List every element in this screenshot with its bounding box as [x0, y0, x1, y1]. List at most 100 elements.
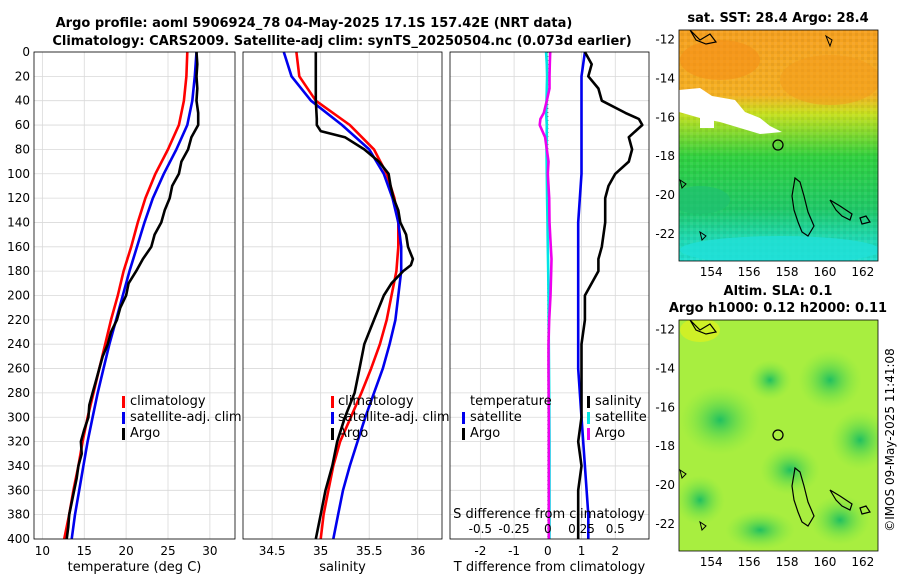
difference-legend: temperature satellite Argo salinity sate… [462, 394, 647, 441]
x-tick-label: 2 [611, 544, 619, 558]
legend-title-temperature: temperature [470, 394, 552, 409]
series-line-t-argo [576, 51, 644, 539]
legend-label-s-argo: Argo [595, 426, 625, 441]
map-lon-tick-label: 156 [738, 555, 761, 569]
legend-swatch-t-satellite [462, 412, 465, 424]
salinity-panel: 34.5 35 35.5 36 salinity [242, 51, 443, 575]
legend-label-argo: Argo [130, 426, 160, 441]
y-tick-label: 0 [22, 45, 30, 59]
x-tick-label: -1 [508, 544, 520, 558]
s-difference-tick-label: 0 [544, 522, 552, 536]
legend-swatch-climatology [122, 396, 125, 408]
y-tick-label: 360 [7, 483, 30, 497]
sla-map [679, 320, 878, 551]
x-tick-label: 25 [160, 544, 175, 558]
legend-swatch-argo [331, 428, 334, 440]
map-lon-tick-label: 160 [813, 265, 836, 279]
series-line-argo [65, 51, 200, 540]
map-lon-tick-label: 162 [851, 265, 874, 279]
sst-no-data-cloud [679, 88, 782, 134]
map-lon-tick-label: 162 [851, 555, 874, 569]
map-lat-tick-label: -12 [655, 323, 675, 337]
difference-panel: -2 -1 0 1 2 T difference from climatology [449, 51, 650, 575]
figure-title-line1: Argo profile: aoml 5906924_78 04-May-202… [56, 16, 573, 31]
series-line-argo [314, 52, 415, 540]
map-lat-tick-label: -18 [655, 439, 675, 453]
x-axis-label: T difference from climatology [453, 560, 646, 575]
legend-swatch-s-argo-top [587, 396, 590, 408]
coastline-icon [791, 176, 815, 237]
y-tick-label: 380 [7, 508, 30, 522]
s-difference-tick-label: 0.25 [568, 522, 595, 536]
series-line-s-argo [538, 51, 553, 539]
map-lat-tick-label: -16 [655, 400, 675, 414]
legend-swatch-argo [122, 428, 125, 440]
map-lat-tick-label: -12 [655, 33, 675, 47]
map-lat-tick-label: -18 [655, 149, 675, 163]
sst-map [679, 30, 878, 261]
y-tick-label: 400 [7, 532, 30, 546]
salinity-legend: climatology satellite-adj. clim Argo [331, 394, 450, 441]
plot-frame [33, 51, 236, 540]
legend-swatch-s-satellite [587, 412, 590, 424]
x-axis-label: temperature (deg C) [68, 560, 202, 575]
legend-label-satellite: satellite-adj. clim [338, 410, 450, 425]
temperature-legend: climatology satellite-adj. clim Argo [122, 394, 242, 441]
map-lat-tick-label: -22 [655, 227, 675, 241]
temperature-panel: 0 20 40 60 80 100 120 140 160 180 200 220 240 260 280 3… [7, 45, 236, 575]
sla-map-title-line1: Altim. SLA: 0.1 [724, 284, 833, 299]
map-tick-labels: 154 156 158 160 162 -12 -14 -16 -18 -20 -22 154 156 1… [655, 33, 874, 569]
x-tick-label: 10 [35, 544, 50, 558]
argo-location-marker [772, 429, 784, 441]
credit-text: ©IMOS 09-May-2025 11:41:08 [883, 348, 897, 532]
x-tick-label: 15 [77, 544, 92, 558]
s-difference-axis-label: S difference from climatology [453, 507, 645, 522]
sst-map-title: sat. SST: 28.4 Argo: 28.4 [687, 11, 868, 26]
series-line-satellite-adj-clim [70, 51, 198, 540]
x-tick-label: 34.5 [259, 544, 286, 558]
y-tick-label: 240 [7, 337, 30, 351]
map-lon-tick-label: 158 [776, 265, 799, 279]
y-tick-label: 200 [7, 289, 30, 303]
plot-frame [242, 51, 443, 540]
legend-label-argo: Argo [338, 426, 368, 441]
legend-label-t-satellite: satellite [470, 410, 522, 425]
map-lon-tick-label: 154 [700, 555, 723, 569]
x-axis-label: salinity [319, 560, 366, 575]
y-tick-label: 180 [7, 264, 30, 278]
x-tick-label: 35 [313, 544, 328, 558]
figure-title-line2: Climatology: CARS2009. Satellite-adj cli… [52, 34, 631, 49]
y-tick-label: 100 [7, 167, 30, 181]
argo-location-marker [772, 139, 784, 151]
y-tick-label: 20 [15, 69, 30, 83]
y-tick-label: 40 [15, 94, 30, 108]
x-tick-label: 36 [410, 544, 425, 558]
legend-title-salinity: salinity [595, 394, 642, 409]
y-tick-label: 320 [7, 435, 30, 449]
x-tick-label: 30 [202, 544, 217, 558]
map-lon-tick-label: 154 [700, 265, 723, 279]
map-lat-tick-label: -16 [655, 110, 675, 124]
sla-map-title-line2: Argo h1000: 0.12 h2000: 0.11 [669, 301, 887, 316]
series-line-satellite-adj-clim [282, 51, 403, 540]
y-tick-label: 60 [15, 118, 30, 132]
legend-label-climatology: climatology [130, 394, 206, 409]
map-lat-tick-label: -20 [655, 478, 675, 492]
map-lon-tick-label: 156 [738, 265, 761, 279]
legend-label-satellite: satellite-adj. clim [130, 410, 242, 425]
x-tick-label: 1 [578, 544, 586, 558]
map-lat-tick-label: -14 [655, 72, 675, 86]
map-lat-tick-label: -14 [655, 362, 675, 376]
map-lat-tick-label: -22 [655, 517, 675, 531]
x-tick-label: -2 [474, 544, 486, 558]
series-line-t-satellite [576, 51, 590, 539]
y-tick-label: 300 [7, 410, 30, 424]
x-tick-label: 0 [544, 544, 552, 558]
s-difference-tick-label: -0.5 [469, 522, 492, 536]
x-tick-label: 35.5 [356, 544, 383, 558]
legend-label-t-argo: Argo [470, 426, 500, 441]
s-difference-tick-label: 0.5 [606, 522, 625, 536]
legend-swatch-satellite [331, 412, 334, 424]
legend-swatch-climatology [331, 396, 334, 408]
